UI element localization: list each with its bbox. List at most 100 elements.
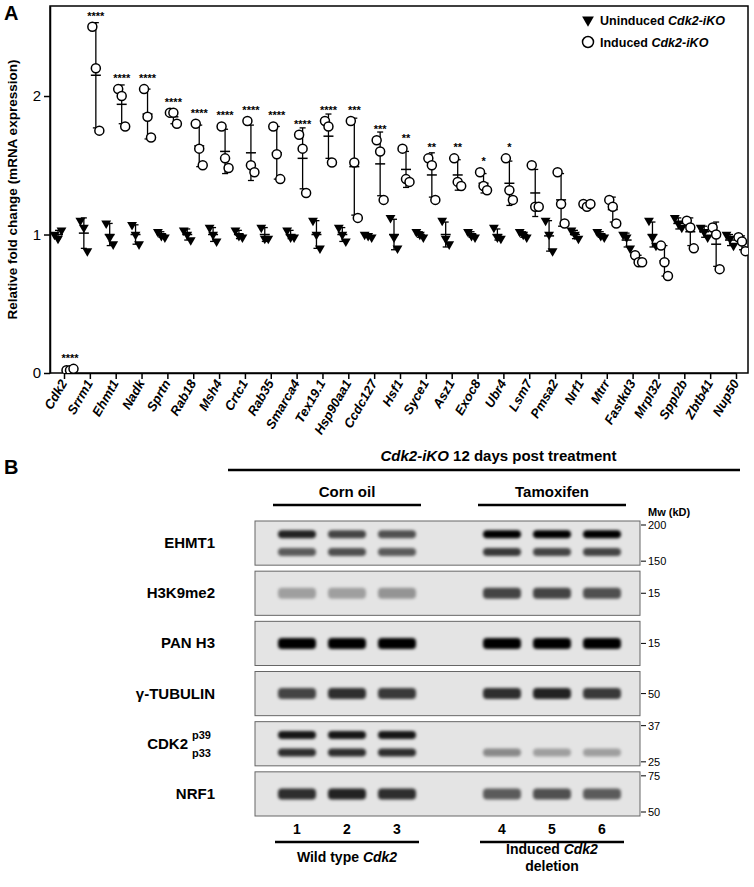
point bbox=[324, 122, 333, 131]
lane-number: 1 bbox=[293, 821, 301, 837]
point bbox=[418, 234, 428, 243]
point bbox=[327, 158, 336, 167]
x-tick: Zbtb41 bbox=[681, 373, 716, 422]
significance-label: **** bbox=[87, 10, 105, 22]
point bbox=[263, 236, 273, 245]
x-tick-mark bbox=[90, 373, 92, 379]
panel-label: A bbox=[4, 2, 18, 24]
error-cap bbox=[713, 221, 719, 222]
x-tick-label: Syce1 bbox=[400, 377, 432, 417]
legend: Uninduced Cdk2-iKOInduced Cdk2-iKO bbox=[582, 14, 725, 50]
point bbox=[88, 22, 97, 31]
blot-box bbox=[255, 521, 640, 565]
point bbox=[501, 154, 510, 163]
significance-label: *** bbox=[374, 123, 388, 135]
mw-tick bbox=[641, 812, 646, 813]
significance-label: **** bbox=[113, 72, 131, 84]
band bbox=[378, 588, 416, 599]
lane-number: 4 bbox=[498, 821, 506, 837]
point bbox=[308, 218, 318, 227]
band bbox=[483, 731, 521, 739]
mw-tick bbox=[641, 775, 646, 776]
text-part: Wild bbox=[297, 849, 330, 865]
x-tick-mark bbox=[64, 373, 66, 379]
blot-box bbox=[255, 672, 640, 716]
band bbox=[483, 588, 521, 599]
band bbox=[278, 588, 316, 599]
band bbox=[583, 530, 621, 538]
band bbox=[533, 788, 571, 799]
x-tick-label: Zbtb41 bbox=[681, 377, 716, 422]
error-cap bbox=[403, 187, 409, 188]
significance-label: **** bbox=[268, 109, 286, 121]
x-tick-label: Exoc8 bbox=[451, 376, 484, 417]
mean-line bbox=[298, 158, 308, 160]
text-part: days bbox=[474, 447, 512, 464]
x-tick-label: Rab18 bbox=[167, 376, 200, 418]
point bbox=[622, 234, 632, 243]
error-cap bbox=[222, 173, 228, 174]
mw-tick bbox=[641, 725, 646, 726]
significance-label: ** bbox=[402, 132, 411, 144]
x-tick-mark bbox=[245, 373, 247, 379]
group-label: Tamoxifen bbox=[515, 483, 589, 500]
significance-label: * bbox=[481, 155, 486, 167]
point bbox=[372, 136, 381, 145]
band bbox=[483, 530, 521, 538]
group-rule bbox=[273, 504, 421, 507]
mw-label: 200 bbox=[648, 519, 666, 531]
y-tick: 1 bbox=[33, 226, 50, 243]
point bbox=[276, 175, 285, 184]
point bbox=[527, 161, 536, 170]
mw-label: 75 bbox=[648, 770, 660, 782]
point bbox=[121, 122, 130, 131]
x-tick-mark bbox=[115, 373, 117, 379]
band bbox=[278, 788, 316, 799]
band bbox=[483, 749, 521, 757]
band bbox=[583, 788, 621, 799]
point bbox=[212, 239, 222, 248]
mean-line bbox=[375, 163, 385, 165]
point bbox=[250, 168, 259, 177]
x-tick-mark bbox=[167, 373, 169, 379]
point bbox=[134, 241, 144, 250]
mw-tick bbox=[641, 761, 646, 762]
point bbox=[186, 237, 196, 246]
significance-label: **** bbox=[61, 352, 79, 364]
point bbox=[638, 258, 647, 267]
condition-label: Induced Cdk2 bbox=[506, 841, 598, 857]
x-tick: Msh4 bbox=[196, 373, 226, 413]
band bbox=[328, 788, 366, 799]
point bbox=[648, 234, 658, 243]
x-tick-label: Ehmt1 bbox=[89, 377, 122, 419]
blot-box bbox=[255, 722, 640, 766]
x-axis: Cdk2Srrm1Ehmt1NadkSprtnRab18Msh4Crtc1Rab… bbox=[41, 373, 742, 437]
y-tick: 2 bbox=[33, 87, 50, 104]
mean-line bbox=[504, 183, 514, 185]
x-tick-mark bbox=[632, 373, 634, 379]
point bbox=[656, 241, 665, 250]
condition-label: deletion bbox=[525, 858, 579, 874]
mean-line bbox=[246, 152, 256, 154]
point bbox=[534, 202, 543, 211]
point bbox=[101, 221, 111, 230]
band bbox=[483, 548, 521, 556]
point bbox=[553, 168, 562, 177]
point bbox=[302, 188, 311, 197]
blot-box bbox=[255, 772, 640, 816]
point bbox=[353, 213, 362, 222]
band bbox=[533, 688, 571, 699]
band bbox=[278, 688, 316, 699]
lane-number: 3 bbox=[393, 821, 401, 837]
point bbox=[221, 154, 230, 163]
band bbox=[278, 731, 316, 739]
mean-line bbox=[260, 234, 270, 236]
point bbox=[389, 234, 399, 243]
band bbox=[378, 688, 416, 699]
row-label: CDK2 bbox=[147, 735, 188, 752]
lane-number: 5 bbox=[548, 821, 556, 837]
y-tick-label: 2 bbox=[33, 87, 41, 104]
mean-line bbox=[220, 151, 230, 153]
text-part: Induced bbox=[506, 841, 564, 857]
blot-row: CDK2p39p333725 bbox=[147, 720, 660, 768]
